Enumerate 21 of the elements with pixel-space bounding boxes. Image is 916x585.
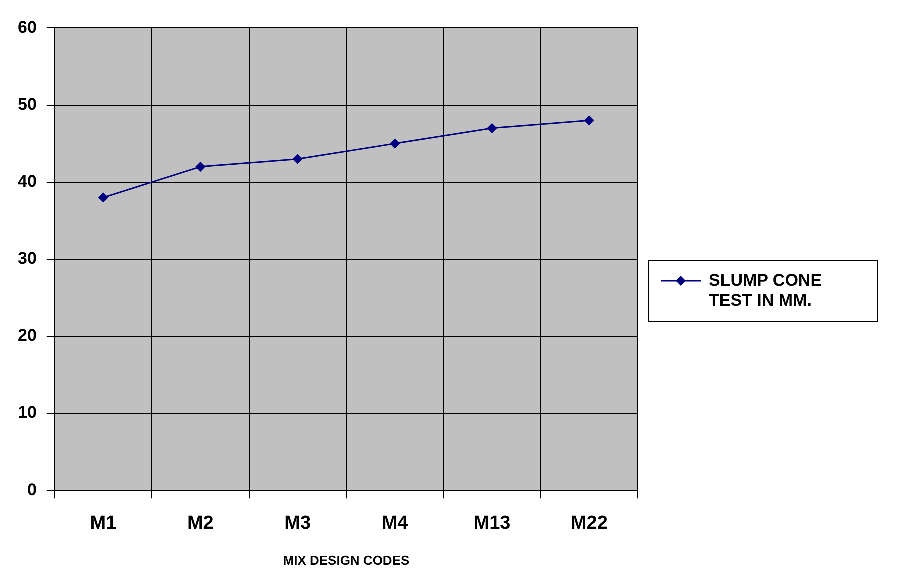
point xyxy=(196,162,206,172)
legend-label: SLUMP CONE TEST IN MM. xyxy=(709,270,824,310)
x-tick-label: M13 xyxy=(474,513,511,534)
x-tick-label: M4 xyxy=(382,513,409,534)
y-tick-label: 40 xyxy=(18,172,37,192)
x-tick-label: M2 xyxy=(187,513,214,534)
point xyxy=(584,116,594,126)
x-tick-label: M22 xyxy=(570,513,608,534)
x-axis-title: MIX DESIGN CODES xyxy=(283,552,410,568)
y-tick-label: 20 xyxy=(18,326,37,346)
point xyxy=(487,124,497,134)
y-tick-label: 0 xyxy=(27,480,37,500)
y-tick-label: 60 xyxy=(18,18,37,37)
point xyxy=(98,192,108,202)
x-tick-label: M1 xyxy=(90,513,118,534)
y-tick-label: 30 xyxy=(18,249,37,268)
point xyxy=(390,139,400,149)
y-tick-label: 50 xyxy=(18,94,37,114)
point xyxy=(293,154,303,164)
x-tick-label: M3 xyxy=(284,513,312,534)
y-tick-label: 10 xyxy=(18,403,37,422)
